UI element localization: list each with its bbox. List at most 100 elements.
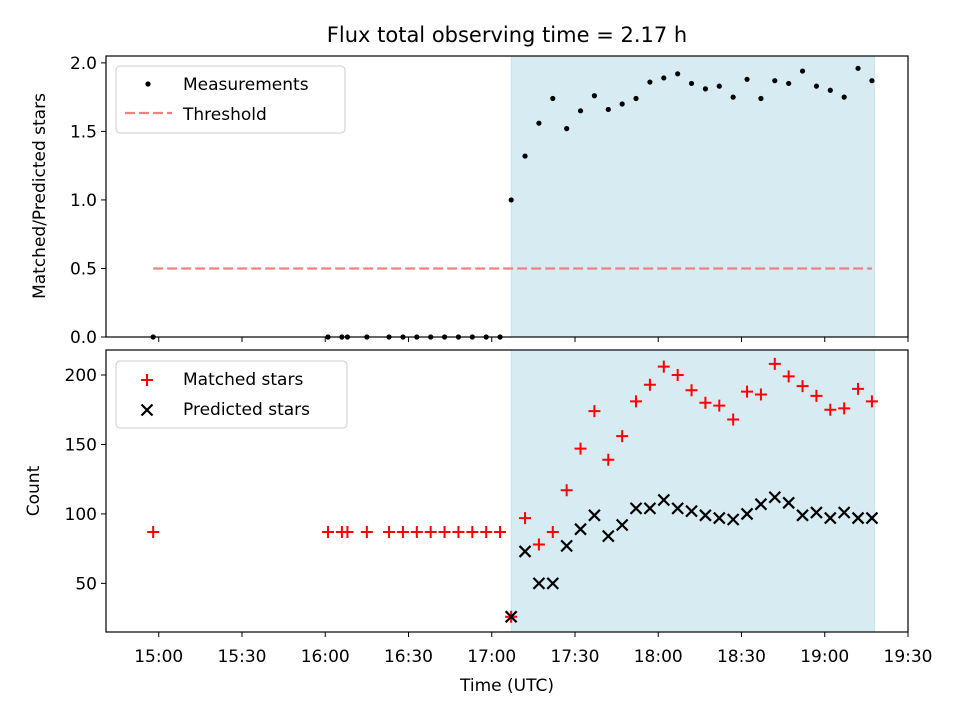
y-tick-label: 0.5 xyxy=(70,259,97,279)
measurement-point xyxy=(675,71,681,77)
chart-title: Flux total observing time = 2.17 h xyxy=(327,23,687,47)
matched-star-point xyxy=(782,370,795,383)
measurement-point xyxy=(605,106,611,113)
measurement-point xyxy=(647,79,653,85)
y-tick-label: 100 xyxy=(65,505,97,525)
measurement-point xyxy=(855,65,861,71)
measurement-point xyxy=(661,75,667,81)
predicted-star-point xyxy=(782,496,795,510)
matched-star-point xyxy=(671,369,684,382)
bottom-y-axis-label: Count xyxy=(24,465,44,516)
y-tick-label: 2.0 xyxy=(70,54,97,74)
matched-star-point xyxy=(341,525,354,538)
matched-star-point xyxy=(727,413,740,426)
predicted-star-point xyxy=(532,577,546,590)
measurement-point xyxy=(730,94,736,100)
y-tick-label: 1.0 xyxy=(70,191,97,211)
matched-star-point xyxy=(424,525,437,538)
top-panel-frame xyxy=(105,55,909,338)
y-tick-label: 0.0 xyxy=(70,328,97,348)
measurement-point xyxy=(633,95,639,102)
predicted-star-point xyxy=(615,518,629,532)
matched-star-point xyxy=(410,525,423,538)
y-tick-label: 50 xyxy=(75,574,97,594)
x-tick-label: 18:30 xyxy=(717,647,766,667)
measurement-point xyxy=(841,94,847,100)
matched-star-point xyxy=(480,525,493,538)
predicted-star-point xyxy=(574,522,587,536)
measurement-point xyxy=(577,108,584,114)
measurement-point xyxy=(827,87,833,93)
bottom-panel: 50 100 150 200 15:00 15:30 16:00 16:30 17:00 17:… xyxy=(24,349,933,696)
top-legend: Measurements Threshold xyxy=(115,65,346,134)
matched-star-point xyxy=(865,395,878,408)
top-y-ticks: 0.0 0.5 1.0 1.5 2.0 xyxy=(70,54,106,348)
legend-measurements-marker xyxy=(145,81,151,87)
matched-star-point xyxy=(713,399,726,412)
predicted-star-point xyxy=(713,511,726,525)
matched-star-point xyxy=(452,525,465,538)
top-x-ticks xyxy=(158,337,909,342)
matched-star-point xyxy=(574,442,587,455)
measurement-point xyxy=(550,95,556,102)
measurement-point xyxy=(786,80,792,87)
matched-star-point xyxy=(147,525,160,538)
measurement-point xyxy=(869,78,875,84)
matched-star-point xyxy=(396,525,409,538)
predicted-star-point xyxy=(643,502,657,515)
matched-star-point xyxy=(560,484,573,497)
matched-star-point xyxy=(852,382,865,395)
predicted-star-point xyxy=(671,502,684,515)
predicted-star-point xyxy=(740,507,754,521)
measurement-point xyxy=(591,93,598,99)
measurement-point xyxy=(522,153,528,159)
matched-star-point xyxy=(438,525,451,538)
measurement-point xyxy=(688,80,695,87)
legend-measurements-label: Measurements xyxy=(183,75,309,95)
predicted-stars-points xyxy=(504,490,879,623)
matched-star-point xyxy=(741,385,754,398)
matched-star-point xyxy=(685,384,698,397)
bottom-panel-frame xyxy=(105,349,909,633)
matched-star-point xyxy=(754,388,767,401)
measurement-point xyxy=(758,95,764,102)
matched-star-point xyxy=(532,538,545,551)
measurement-point xyxy=(508,197,514,203)
matched-stars-points xyxy=(147,357,878,623)
legend-predicted-marker xyxy=(140,403,154,417)
x-tick-label: 17:30 xyxy=(550,647,599,667)
bottom-legend: Matched stars Predicted stars xyxy=(115,360,348,429)
matched-star-point xyxy=(838,402,851,415)
matched-star-point xyxy=(643,378,656,391)
matched-star-point xyxy=(546,525,559,538)
predicted-star-point xyxy=(796,509,809,522)
matched-star-point xyxy=(810,389,823,402)
matched-star-point xyxy=(602,453,615,466)
measurement-point xyxy=(813,83,820,89)
predicted-star-point xyxy=(560,539,573,553)
top-shaded-span xyxy=(510,55,876,338)
predicted-star-point xyxy=(726,513,740,526)
x-tick-label: 19:30 xyxy=(884,647,933,667)
measurement-point xyxy=(536,120,542,126)
legend-predicted-label: Predicted stars xyxy=(183,400,310,420)
measurement-point xyxy=(772,78,778,84)
measurement-point xyxy=(619,101,625,107)
predicted-star-point xyxy=(824,511,837,525)
predicted-star-point xyxy=(837,506,851,519)
x-axis-label: Time (UTC) xyxy=(459,676,554,696)
predicted-star-point xyxy=(851,511,865,525)
matched-star-point xyxy=(657,360,670,373)
measurement-point xyxy=(799,68,806,74)
predicted-star-point xyxy=(518,545,532,558)
bottom-legend-box xyxy=(115,360,348,429)
matched-star-point xyxy=(768,357,781,370)
measurement-point xyxy=(702,86,709,92)
bottom-y-ticks: 50 100 150 200 xyxy=(65,366,106,594)
predicted-star-point xyxy=(768,490,782,504)
x-tick-label: 17:00 xyxy=(467,647,516,667)
measurement-point xyxy=(744,76,750,82)
predicted-star-point xyxy=(699,509,712,522)
x-tick-label: 15:00 xyxy=(134,647,183,667)
